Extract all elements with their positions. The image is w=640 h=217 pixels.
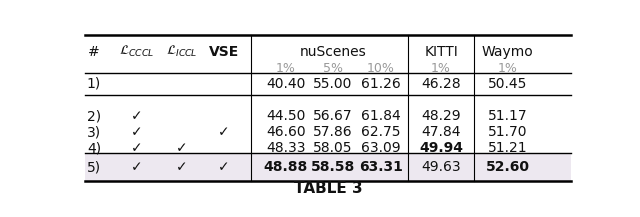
Text: KITTI: KITTI <box>424 45 458 59</box>
Text: 58.05: 58.05 <box>313 141 353 155</box>
Text: 10%: 10% <box>367 62 395 75</box>
Text: 44.50: 44.50 <box>266 109 305 123</box>
Text: 63.09: 63.09 <box>361 141 401 155</box>
Text: 48.33: 48.33 <box>266 141 305 155</box>
Text: ✓: ✓ <box>176 141 188 155</box>
Text: 49.94: 49.94 <box>419 141 463 155</box>
Text: ✓: ✓ <box>131 109 143 123</box>
Text: 5): 5) <box>87 160 101 174</box>
Text: 51.17: 51.17 <box>488 109 527 123</box>
Text: 48.29: 48.29 <box>421 109 461 123</box>
Text: 46.60: 46.60 <box>266 125 306 139</box>
Text: ✓: ✓ <box>131 141 143 155</box>
Text: Waymo: Waymo <box>482 45 533 59</box>
Text: 2): 2) <box>87 109 101 123</box>
Text: ✓: ✓ <box>218 125 230 139</box>
Text: 55.00: 55.00 <box>313 77 353 91</box>
Text: ✓: ✓ <box>218 160 230 174</box>
Text: 1): 1) <box>87 77 101 91</box>
Text: 61.84: 61.84 <box>361 109 401 123</box>
Text: 57.86: 57.86 <box>313 125 353 139</box>
Text: 4): 4) <box>87 141 101 155</box>
Text: 52.60: 52.60 <box>486 160 529 174</box>
Text: #: # <box>88 45 100 59</box>
Text: VSE: VSE <box>209 45 239 59</box>
Text: 58.58: 58.58 <box>311 160 355 174</box>
Text: 5%: 5% <box>323 62 343 75</box>
Text: ✓: ✓ <box>131 160 143 174</box>
Text: ✓: ✓ <box>176 160 188 174</box>
Text: nuScenes: nuScenes <box>300 45 367 59</box>
Text: 40.40: 40.40 <box>266 77 305 91</box>
Text: 47.84: 47.84 <box>421 125 461 139</box>
Text: 56.67: 56.67 <box>313 109 353 123</box>
Text: 48.88: 48.88 <box>264 160 308 174</box>
Text: 62.75: 62.75 <box>362 125 401 139</box>
Text: 51.70: 51.70 <box>488 125 527 139</box>
Text: TABLE 3: TABLE 3 <box>294 181 362 196</box>
Text: 50.45: 50.45 <box>488 77 527 91</box>
Text: 46.28: 46.28 <box>421 77 461 91</box>
Text: 1%: 1% <box>498 62 518 75</box>
Text: 1%: 1% <box>431 62 451 75</box>
Text: 49.63: 49.63 <box>421 160 461 174</box>
Text: 3): 3) <box>87 125 101 139</box>
Bar <box>85 153 571 181</box>
Text: 1%: 1% <box>276 62 296 75</box>
Text: 51.21: 51.21 <box>488 141 527 155</box>
Text: 61.26: 61.26 <box>361 77 401 91</box>
Text: $\mathcal{L}_{ICCL}$: $\mathcal{L}_{ICCL}$ <box>166 44 198 59</box>
Text: 63.31: 63.31 <box>359 160 403 174</box>
Text: ✓: ✓ <box>131 125 143 139</box>
Text: $\mathcal{L}_{CCCL}$: $\mathcal{L}_{CCCL}$ <box>120 44 155 59</box>
